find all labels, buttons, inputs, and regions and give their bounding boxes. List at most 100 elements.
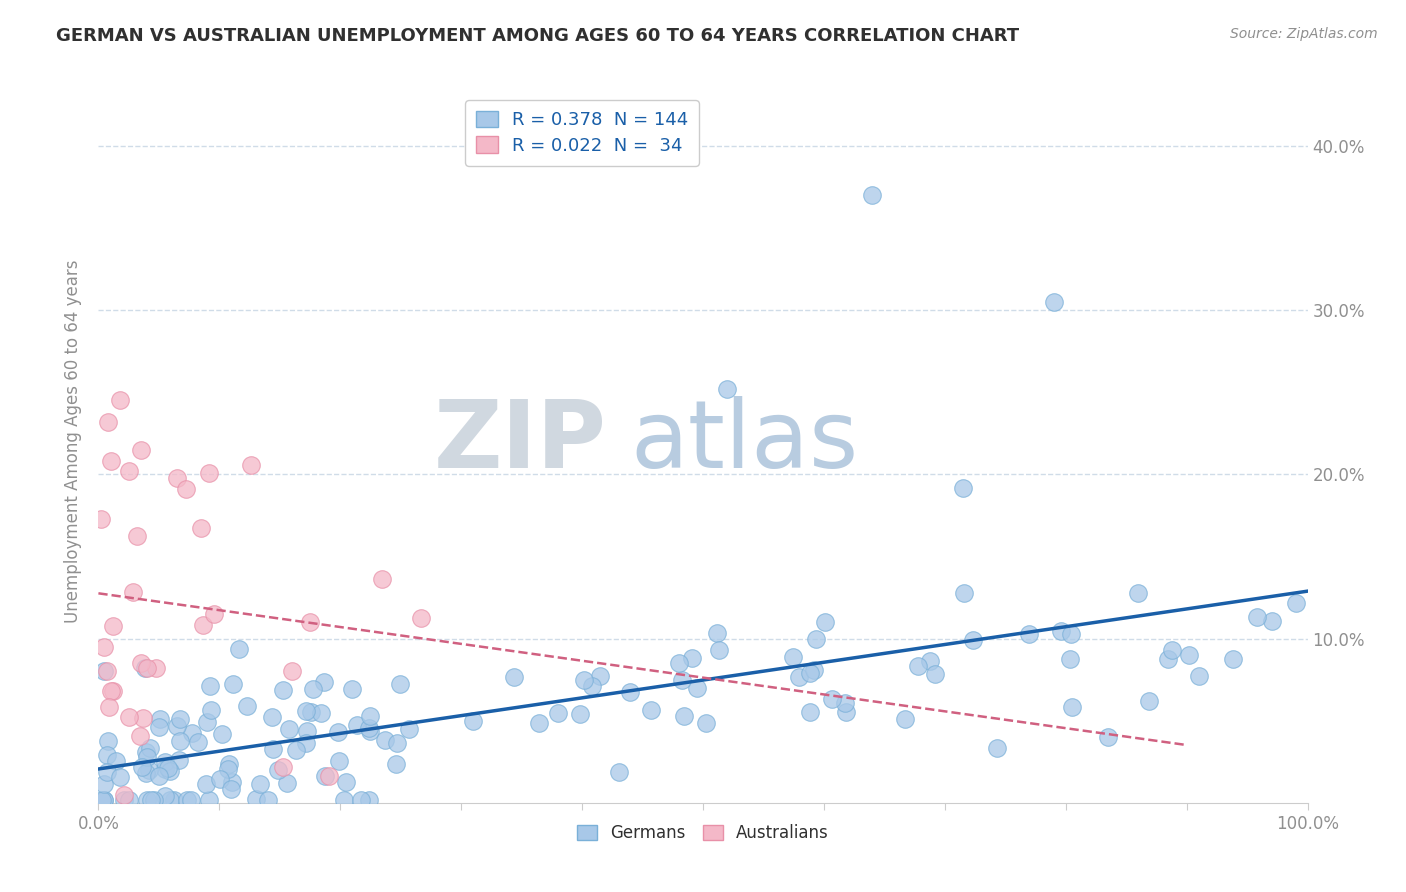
Point: [93, 792, 115, 806]
Point: [167, 753, 190, 767]
Point: [93, 792, 115, 806]
Point: [297, 724, 319, 739]
Point: [952, 481, 974, 495]
Text: GERMAN VS AUSTRALIAN UNEMPLOYMENT AMONG AGES 60 TO 64 YEARS CORRELATION CHART: GERMAN VS AUSTRALIAN UNEMPLOYMENT AMONG …: [56, 27, 1019, 45]
Point: [191, 617, 214, 632]
Point: [924, 667, 946, 681]
Point: [118, 792, 141, 806]
Point: [169, 712, 191, 726]
Point: [118, 710, 141, 724]
Point: [97, 699, 120, 714]
Point: [228, 642, 250, 657]
Point: [141, 792, 163, 806]
Point: [332, 792, 354, 806]
Point: [148, 721, 170, 735]
Point: [1246, 609, 1268, 624]
Point: [709, 642, 731, 657]
Point: [581, 679, 603, 693]
Point: [716, 382, 738, 396]
Point: [262, 709, 284, 723]
Point: [278, 722, 301, 736]
Point: [181, 726, 204, 740]
Point: [547, 706, 569, 720]
Point: [298, 615, 321, 630]
Point: [385, 757, 408, 772]
Point: [90, 512, 112, 526]
Point: [108, 770, 131, 784]
Point: [136, 750, 159, 764]
Point: [166, 719, 188, 733]
Point: [112, 792, 135, 806]
Point: [138, 763, 160, 777]
Point: [280, 664, 302, 678]
Point: [159, 792, 181, 806]
Point: [267, 764, 290, 778]
Point: [221, 775, 243, 789]
Point: [190, 521, 212, 535]
Text: ZIP: ZIP: [433, 395, 606, 488]
Point: [374, 733, 396, 747]
Point: [295, 705, 318, 719]
Point: [619, 684, 641, 698]
Point: [335, 775, 357, 789]
Point: [350, 792, 373, 806]
Point: [96, 748, 118, 763]
Legend: Germans, Australians: Germans, Australians: [571, 817, 835, 848]
Point: [143, 792, 166, 806]
Point: [371, 573, 394, 587]
Point: [221, 782, 243, 797]
Point: [302, 682, 325, 697]
Point: [1261, 614, 1284, 628]
Point: [318, 769, 340, 783]
Point: [409, 610, 432, 624]
Point: [276, 776, 298, 790]
Point: [1059, 651, 1081, 665]
Point: [135, 792, 157, 806]
Text: atlas: atlas: [630, 395, 859, 488]
Point: [295, 735, 318, 749]
Point: [681, 650, 703, 665]
Point: [357, 792, 380, 806]
Point: [101, 683, 124, 698]
Point: [821, 691, 844, 706]
Point: [986, 741, 1008, 756]
Point: [108, 393, 131, 408]
Point: [97, 734, 120, 748]
Point: [135, 766, 157, 780]
Point: [385, 736, 408, 750]
Point: [249, 777, 271, 791]
Point: [135, 745, 157, 759]
Point: [96, 765, 118, 780]
Point: [217, 762, 239, 776]
Point: [695, 715, 717, 730]
Point: [962, 633, 984, 648]
Point: [799, 705, 821, 719]
Point: [222, 677, 245, 691]
Point: [326, 724, 349, 739]
Point: [312, 674, 335, 689]
Point: [359, 709, 381, 723]
Point: [100, 683, 122, 698]
Point: [1050, 624, 1073, 638]
Point: [503, 670, 526, 684]
Point: [834, 696, 856, 710]
Point: [609, 764, 631, 779]
Point: [200, 703, 222, 717]
Point: [1285, 596, 1308, 610]
Point: [299, 706, 322, 720]
Point: [804, 632, 827, 646]
Point: [271, 682, 294, 697]
Point: [145, 661, 167, 675]
Point: [257, 792, 280, 806]
Point: [129, 657, 152, 671]
Point: [93, 777, 115, 791]
Point: [187, 735, 209, 749]
Point: [218, 757, 240, 772]
Point: [671, 673, 693, 687]
Point: [1157, 652, 1180, 666]
Point: [1018, 627, 1040, 641]
Point: [1128, 586, 1150, 600]
Point: [1161, 643, 1184, 657]
Point: [686, 681, 709, 695]
Point: [169, 733, 191, 747]
